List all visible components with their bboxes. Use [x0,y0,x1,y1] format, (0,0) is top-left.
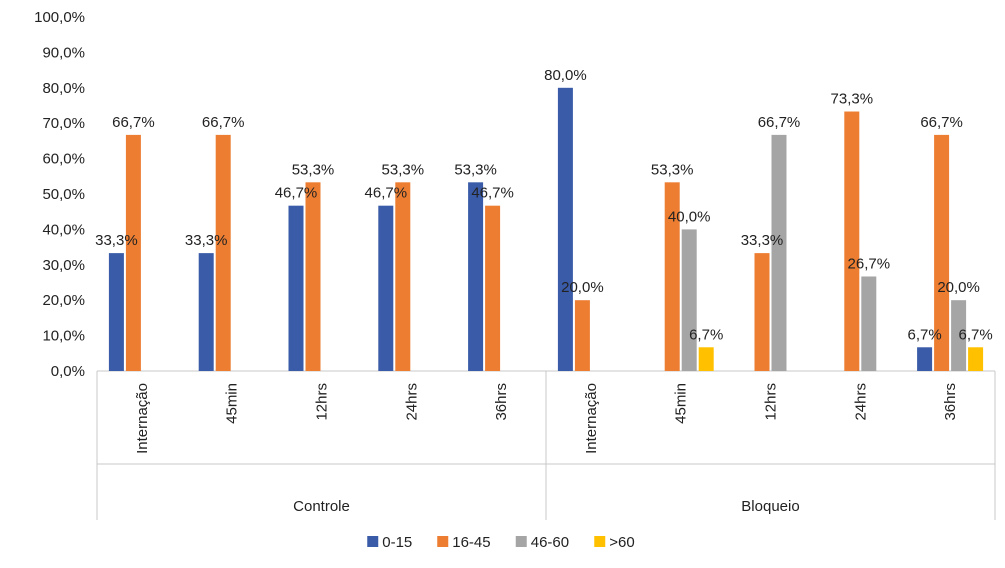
category-label: 24hrs [403,383,420,421]
y-tick-label: 90,0% [42,44,85,61]
data-label: 53,3% [454,161,497,178]
category-label: 45min [673,383,690,424]
legend-label: 16-45 [452,534,490,551]
bar->60 [968,347,984,371]
data-label: 66,7% [758,114,801,131]
bar-0-15 [378,205,394,371]
y-tick-label: 80,0% [42,80,85,97]
data-label: 53,3% [292,161,335,178]
data-label: 46,7% [471,185,514,202]
category-label: Internação [583,383,600,454]
legend-swatch [437,536,449,547]
data-label: 40,0% [668,208,711,225]
category-label: 36hrs [493,383,510,421]
legend-swatch [594,536,606,547]
data-label: 6,7% [907,326,941,343]
bar-16-45 [934,134,950,371]
bar-0-15 [917,347,933,371]
data-label: 6,7% [958,326,992,343]
bar-46-60 [951,300,967,371]
legend-label: 0-15 [382,534,412,551]
legend-swatch [515,536,527,547]
bar->60 [698,347,714,371]
y-tick-label: 10,0% [42,328,85,345]
y-tick-label: 20,0% [42,292,85,309]
y-tick-label: 40,0% [42,221,85,238]
bar-0-15 [108,253,124,371]
bar-46-60 [861,276,877,371]
legend: 0-15 16-45 46-60 >60 [367,534,635,551]
data-label: 33,3% [185,232,228,249]
bar-16-45 [215,134,231,371]
category-labels: Internação 45min 12hrs 24hrs 36hrs Internação… [134,383,959,515]
category-label: 24hrs [852,383,869,421]
data-label: 66,7% [920,114,963,131]
data-label: 53,3% [382,161,425,178]
bar-46-60 [681,229,697,371]
category-label: Internação [134,383,151,454]
bar-0-15 [557,87,573,372]
legend-label: >60 [609,534,634,551]
data-label: 20,0% [561,279,604,296]
bar-16-45 [844,111,860,371]
y-tick-label: 70,0% [42,115,85,132]
y-tick-label: 100,0% [34,9,85,26]
legend-swatch [367,536,379,547]
bars [108,87,984,372]
legend-label: 46-60 [531,534,569,551]
bar-16-45 [305,182,321,371]
category-label: 12hrs [763,383,780,421]
y-tick-label: 30,0% [42,257,85,274]
data-label: 33,3% [741,232,784,249]
data-label: 33,3% [95,232,138,249]
category-label: 12hrs [314,383,331,421]
bar-16-45 [664,182,680,371]
bar-0-15 [288,205,304,371]
bar-0-15 [468,182,484,371]
data-label: 46,7% [365,185,408,202]
bar-46-60 [771,134,787,371]
data-label: 73,3% [831,91,874,108]
y-tick-label: 0,0% [51,363,85,380]
bar-16-45 [574,300,590,371]
data-label: 80,0% [544,67,587,84]
bar-16-45 [754,253,770,371]
y-tick-label: 50,0% [42,186,85,203]
y-tick-label: 60,0% [42,151,85,168]
category-label: 45min [224,383,241,424]
data-labels: 33,3% 66,7% 33,3% 66,7% 46,7% 53,3% 46,7% 53,3%… [95,67,993,343]
data-label: 6,7% [689,326,723,343]
category-label: 36hrs [942,383,959,421]
axes: 0,0% 10,0% 20,0% 30,0% 40,0% 50,0% 60,0% 70,0% 8… [34,9,996,520]
bar-0-15 [198,253,214,371]
data-label: 26,7% [848,255,891,272]
group-label: Bloqueio [741,498,799,515]
bar-16-45 [485,205,501,371]
bar-16-45 [125,134,141,371]
bar-16-45 [395,182,411,371]
data-label: 66,7% [202,114,245,131]
group-label: Controle [293,498,350,515]
data-label: 66,7% [112,114,155,131]
data-label: 46,7% [275,185,318,202]
data-label: 53,3% [651,161,694,178]
data-label: 20,0% [937,279,980,296]
